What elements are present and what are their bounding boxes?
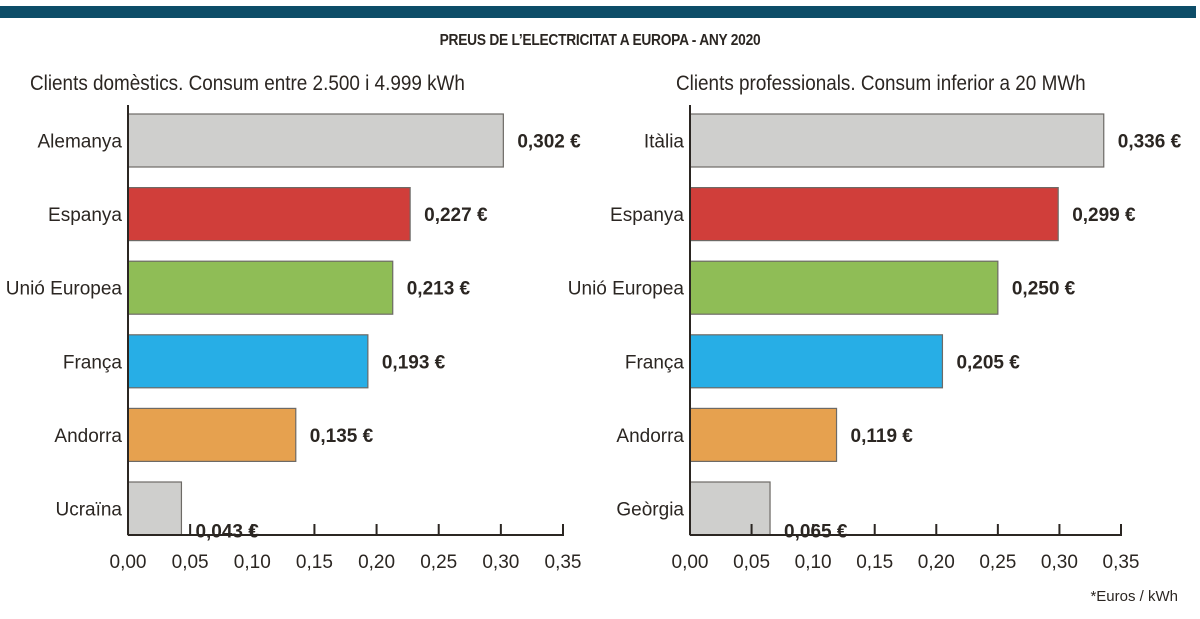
category-label: Geòrgia — [616, 500, 684, 521]
value-label: 0,250 € — [1012, 279, 1076, 300]
bar-domestic — [127, 407, 297, 462]
category-label: Unió Europea — [6, 279, 123, 300]
page-title: PREUS DE L’ELECTRICITAT A EUROPA - ANY 2… — [439, 32, 761, 49]
value-label: 0,193 € — [382, 352, 446, 373]
value-label: 0,119 € — [851, 426, 914, 447]
value-label: 0,065 € — [784, 522, 848, 543]
x-tick-label: 0,10 — [234, 552, 271, 573]
x-tick-label: 0,30 — [482, 552, 519, 573]
x-tick-label: 0,05 — [733, 552, 770, 573]
value-label: 0,135 € — [310, 426, 374, 447]
x-tick-label: 0,20 — [918, 552, 955, 573]
x-tick-label: 0,00 — [672, 552, 709, 573]
bar-professional — [689, 260, 999, 315]
bar-domestic — [127, 334, 369, 389]
units-footnote: *Euros / kWh — [1090, 588, 1178, 605]
bar-professional — [689, 481, 771, 536]
value-label: 0,302 € — [517, 132, 581, 153]
bar-domestic — [127, 187, 411, 242]
x-tick-label: 0,20 — [358, 552, 395, 573]
x-tick-label: 0,00 — [110, 552, 147, 573]
value-label: 0,299 € — [1072, 205, 1136, 226]
category-label: Alemanya — [38, 132, 123, 153]
bar-domestic — [127, 481, 183, 536]
x-tick-label: 0,35 — [1103, 552, 1140, 573]
bar-professional — [689, 334, 944, 389]
value-label: 0,205 € — [956, 352, 1020, 373]
category-label: Itàlia — [644, 132, 685, 153]
chart-title-domestic: Clients domèstics. Consum entre 2.500 i … — [30, 72, 465, 95]
chart-title-professional: Clients professionals. Consum inferior a… — [676, 72, 1086, 95]
category-label: Andorra — [54, 426, 122, 447]
category-label: Espanya — [610, 205, 684, 226]
header-accent-bar — [0, 6, 1196, 18]
x-tick-label: 0,15 — [856, 552, 893, 573]
category-label: Andorra — [616, 426, 684, 447]
bar-professional — [689, 187, 1059, 242]
value-label: 0,213 € — [407, 279, 471, 300]
bar-domestic — [127, 260, 394, 315]
x-tick-label: 0,15 — [296, 552, 333, 573]
bar-professional — [689, 113, 1105, 168]
category-label: França — [625, 352, 685, 373]
x-tick-label: 0,05 — [172, 552, 209, 573]
x-tick-label: 0,25 — [979, 552, 1016, 573]
x-tick-label: 0,35 — [545, 552, 582, 573]
bar-domestic — [127, 113, 504, 168]
category-label: França — [63, 352, 123, 373]
category-label: Unió Europea — [568, 279, 685, 300]
value-label: 0,227 € — [424, 205, 488, 226]
value-label: 0,043 € — [195, 522, 259, 543]
bar-professional — [689, 407, 838, 462]
x-tick-label: 0,10 — [795, 552, 832, 573]
category-label: Espanya — [48, 205, 122, 226]
x-tick-label: 0,30 — [1041, 552, 1078, 573]
category-label: Ucraïna — [55, 500, 122, 521]
value-label: 0,336 € — [1118, 132, 1182, 153]
x-tick-label: 0,25 — [420, 552, 457, 573]
